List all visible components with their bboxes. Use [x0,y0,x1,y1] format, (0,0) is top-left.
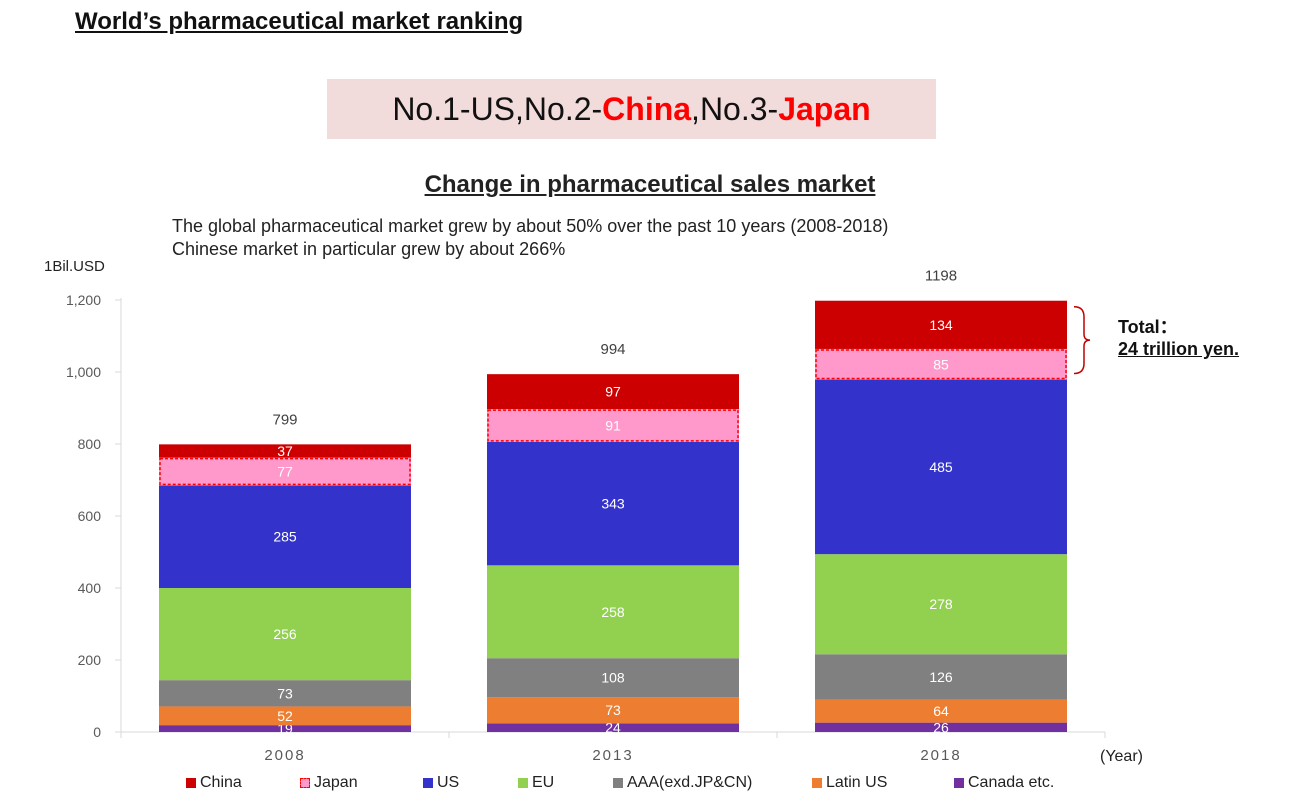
segment-value-label: 278 [929,596,953,612]
ranking-japan: Japan [778,90,871,127]
legend-item: China [186,774,242,792]
ranking-text-2: ,No.3- [691,90,779,127]
segment-value-label: 26 [933,719,949,735]
segment-value-label: 97 [605,384,621,400]
x-tick-label: 2013 [592,747,633,764]
chart-subtitle-line1: The global pharmaceutical market grew by… [172,216,889,236]
y-tick-label: 400 [78,580,102,596]
bar-segment [159,457,411,486]
y-tick-label: 200 [78,652,102,668]
legend-label: EU [532,774,555,791]
bar-segment [487,441,739,566]
bar-segment [159,444,411,458]
x-tick-label: 2008 [264,747,305,764]
segment-value-label: 52 [277,708,293,724]
bar-segment [487,374,739,410]
legend-label: China [200,774,242,791]
segment-value-label: 37 [277,443,293,459]
bar-segment [487,565,739,659]
y-tick-label: 0 [93,724,101,740]
legend-swatch [613,778,623,788]
x-tick-label: 2018 [920,747,961,764]
bar-segment [815,379,1067,555]
legend-label: US [437,774,460,791]
legend-label: Canada etc. [968,774,1055,791]
y-tick-label: 800 [78,436,102,452]
bar-segment [815,722,1067,732]
legend-swatch [518,778,528,788]
chart-title-text: Change in pharmaceutical sales market [424,171,876,198]
japan-dashed-outline [487,409,739,442]
segment-value-label: 256 [273,626,297,642]
total-note: Total： 24 trillion yen. [1118,316,1239,360]
segment-value-label: 134 [929,317,953,333]
ranking-banner: No.1-US,No.2- China ,No.3- Japan [327,79,936,139]
segment-value-label: 24 [605,720,621,736]
ranking-china: China [602,90,692,127]
legend-label: AAA(exd.JP&CN) [627,774,753,791]
legend-label: Latin US [826,774,888,791]
legend-label: Japan [314,774,358,791]
bar-total-label: 1198 [925,268,957,285]
bar-segment [159,725,411,732]
bar-segment [815,348,1067,380]
legend-item: Japan [300,774,358,792]
segment-value-label: 85 [933,356,949,372]
legend-item: Latin US [812,774,887,792]
bar-segment [487,697,739,724]
legend-swatch [300,778,310,788]
segment-value-label: 126 [929,669,953,685]
legend-swatch [186,778,196,788]
y-tick-label: 600 [78,508,102,524]
chart-legend: China Japan US EU AAA(exd.JP&CN) Latin US Cana… [0,774,1300,796]
bar-segment [815,699,1067,723]
bar-total-label: 799 [272,411,297,428]
bar-segment [487,723,739,732]
legend-swatch [954,778,964,788]
page-title: World’s pharmaceutical market ranking [75,8,524,35]
total-note-value: 24 trillion yen. [1118,339,1240,359]
segment-value-label: 64 [933,703,949,719]
bar-segment [487,409,739,442]
bar-segment [487,658,739,698]
segment-value-label: 343 [601,496,625,512]
segment-value-label: 91 [605,417,621,433]
legend-swatch [423,778,433,788]
bar-segment [815,554,1067,655]
bar-segment [159,680,411,707]
bar-segment [159,588,411,681]
y-tick-label: 1,000 [66,364,101,380]
segment-value-label: 77 [277,464,293,480]
legend-item: Canada etc. [954,774,1054,792]
bar-segment [159,706,411,726]
y-tick-label: 1,200 [66,292,101,308]
bar-segment [815,654,1067,700]
segment-value-label: 108 [601,670,625,686]
total-bracket [1073,305,1091,375]
x-axis-year-label: (Year) [1100,748,1143,765]
segment-value-label: 258 [601,604,625,620]
japan-dashed-outline [815,349,1067,380]
chart-title: Change in pharmaceutical sales market [0,171,1300,199]
chart-subtitle-line2: Chinese market in particular grew by abo… [172,239,566,259]
legend-item: EU [518,774,554,792]
legend-item: US [423,774,459,792]
japan-dashed-outline [159,457,411,486]
total-note-label: Total： [1118,317,1178,337]
legend-item: AAA(exd.JP&CN) [613,774,752,792]
segment-value-label: 73 [277,685,293,701]
ranking-text-1: No.1-US,No.2- [392,90,603,127]
bar-segment [159,485,411,588]
bar-total-label: 994 [600,341,625,358]
bar-segment [815,300,1067,349]
legend-swatch [812,778,822,788]
y-axis-unit-label: 1Bil.USD [44,258,105,275]
segment-value-label: 485 [929,459,953,475]
segment-value-label: 73 [605,702,621,718]
segment-value-label: 285 [273,529,297,545]
